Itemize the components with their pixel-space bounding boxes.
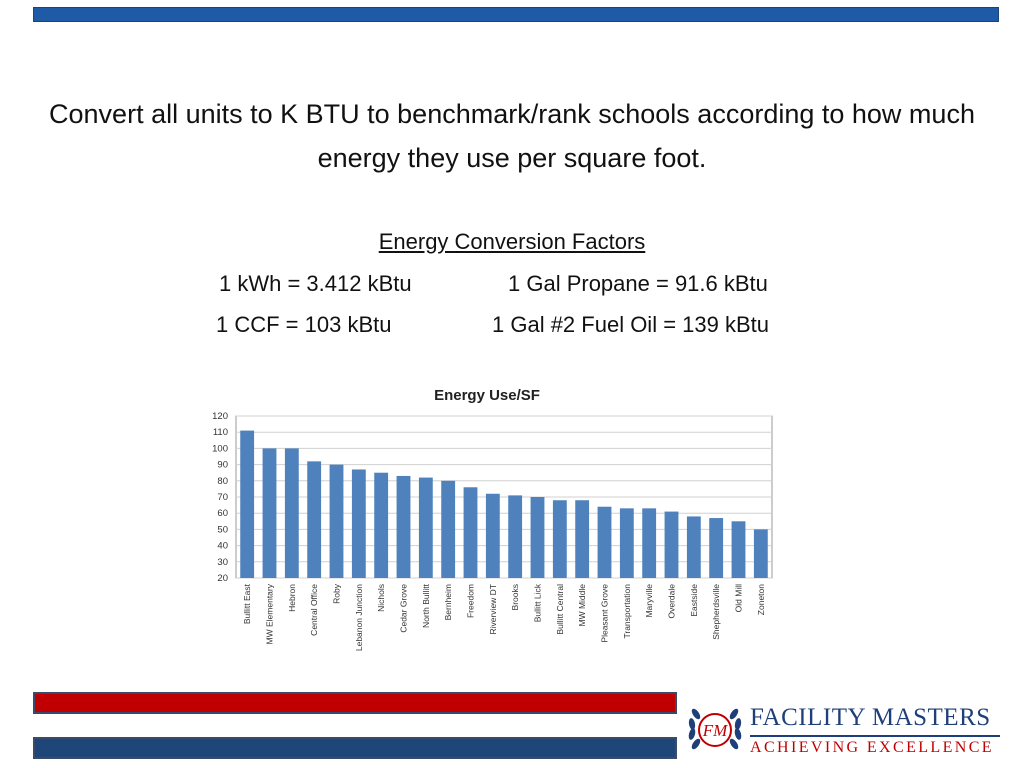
y-tick-label: 20: [217, 573, 228, 584]
bar: [530, 497, 545, 578]
footer-red-bar: [33, 692, 677, 714]
bar: [619, 508, 634, 578]
bar: [709, 518, 724, 578]
x-tick-label: Hebron: [287, 584, 297, 612]
energy-use-chart: Energy Use/SF 20 30 40 50 60 70 80 90 100 110 120 Bu…: [200, 378, 780, 658]
x-tick-label: Nichols: [376, 584, 386, 612]
x-tick-label: Brooks: [510, 584, 520, 610]
bar: [240, 430, 255, 578]
bar: [463, 487, 478, 578]
x-tick-label: Transportation: [622, 584, 632, 639]
bar: [418, 477, 433, 578]
bar: [597, 506, 612, 578]
y-tick-label: 100: [212, 443, 228, 454]
y-tick-label: 60: [217, 508, 228, 519]
factor-row-1: 1 kWh = 3.412 kBtu 1 Gal Propane = 91.6 …: [0, 271, 1024, 301]
bar: [664, 511, 679, 578]
x-tick-label: Riverview DT: [488, 584, 498, 635]
x-tick-label: Maryville: [644, 584, 654, 618]
x-tick-label: Lebanon Junction: [354, 584, 364, 651]
headline: Convert all units to K BTU to benchmark/…: [49, 99, 975, 173]
x-tick-label: Bullitt Lick: [533, 583, 543, 622]
bar: [284, 448, 299, 578]
factor-kwh: 1 kWh = 3.412 kBtu: [219, 271, 412, 296]
y-tick-label: 30: [217, 557, 228, 568]
x-tick-label: Eastside: [689, 584, 699, 617]
y-tick-label: 70: [217, 492, 228, 503]
logo-monogram: FM: [702, 721, 728, 740]
y-tick-label: 90: [217, 460, 228, 471]
x-tick-label: MW Elementary: [265, 583, 275, 644]
brand-tagline: ACHIEVING EXCELLENCE: [750, 739, 994, 756]
bar: [396, 475, 411, 578]
x-tick-label: MW Middle: [577, 584, 587, 627]
top-accent-bar: [33, 7, 999, 22]
bar: [441, 480, 456, 578]
conversion-factors-title: Energy Conversion Factors: [378, 229, 646, 254]
facility-masters-logo: FM FACILITY MASTERS ACHIEVING EXCELLENCE: [684, 700, 1004, 764]
x-tick-label: Bullitt Central: [555, 584, 565, 635]
factor-ccf: 1 CCF = 103 kBtu: [216, 312, 392, 337]
x-tick-label: Pleasant Grove: [600, 584, 610, 643]
bar: [686, 516, 701, 578]
bar: [307, 461, 322, 578]
x-tick-label: Old Mill: [734, 584, 744, 612]
bar: [552, 500, 567, 578]
brand-name: FACILITY MASTERS: [750, 704, 991, 731]
bar: [351, 469, 366, 578]
bar: [575, 500, 590, 578]
y-tick-label: 110: [213, 427, 228, 438]
x-tick-label: Bernheim: [443, 584, 453, 620]
x-tick-label: Cedar Grove: [399, 584, 409, 633]
x-tick-label: Bullitt East: [242, 583, 252, 624]
factor-row-2: 1 CCF = 103 kBtu 1 Gal #2 Fuel Oil = 139…: [0, 312, 1024, 342]
x-tick-label: Central Office: [309, 584, 319, 636]
y-tick-label: 50: [217, 524, 228, 535]
bar: [374, 472, 389, 578]
chart-svg: Energy Use/SF 20 30 40 50 60 70 80 90 100 110 120 Bu…: [212, 387, 773, 651]
footer-navy-bar: [33, 737, 677, 759]
bar: [262, 448, 277, 578]
chart-title: Energy Use/SF: [434, 387, 540, 404]
bar: [485, 493, 500, 578]
factor-fuel-oil: 1 Gal #2 Fuel Oil = 139 kBtu: [492, 312, 769, 337]
bar: [731, 521, 746, 578]
x-tick-label: North Bullitt: [421, 583, 431, 628]
x-tick-label: Zoneton: [756, 584, 766, 615]
x-tick-label: Freedom: [466, 584, 476, 618]
bar: [508, 495, 523, 578]
y-tick-label: 40: [217, 541, 228, 552]
x-tick-label: Roby: [332, 583, 342, 604]
x-tick-label: Overdale: [667, 584, 677, 619]
bar: [753, 529, 768, 578]
factor-propane: 1 Gal Propane = 91.6 kBtu: [508, 271, 768, 296]
y-tick-label: 120: [212, 411, 228, 422]
y-tick-label: 80: [217, 476, 228, 487]
x-tick-label: Shepherdsville: [711, 584, 721, 640]
bar: [329, 464, 344, 578]
bar: [642, 508, 657, 578]
brand-divider: [750, 735, 1000, 737]
laurel-seal-icon: FM: [688, 708, 742, 750]
